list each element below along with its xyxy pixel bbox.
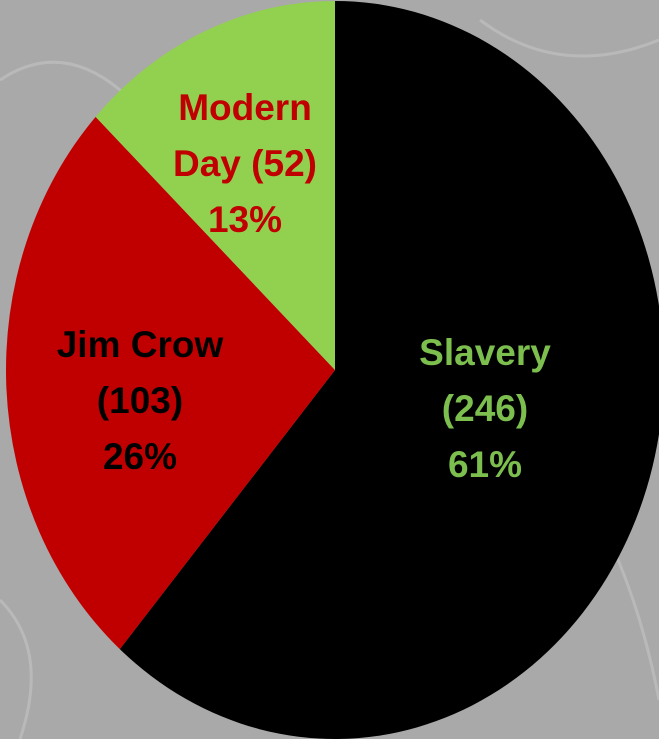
texture (0, 598, 33, 739)
texture (479, 18, 659, 58)
pie-slice (95, 1, 335, 370)
label-line: Modern Day (52) (155, 80, 335, 192)
percent-label: 13% (207, 199, 283, 240)
slice-label: Modern Day (52) 13% (155, 80, 335, 248)
slice-label: Jim Crow (103) 26% (35, 317, 245, 485)
label-line: Slavery (246) (400, 325, 570, 437)
category-label: Modern Day (173, 87, 312, 184)
value-label: (103) (96, 380, 184, 421)
slice-label: Slavery (246) 61% (400, 325, 570, 493)
percent-label: 26% (102, 436, 178, 477)
category-label: Jim Crow (56, 324, 224, 365)
label-line: Jim Crow (103) (35, 317, 245, 429)
percent-label: 61% (447, 444, 523, 485)
category-label: Slavery (419, 332, 551, 373)
value-label: (246) (441, 388, 529, 429)
pie-slice (6, 116, 335, 650)
pie-slice (119, 1, 659, 739)
value-label: (52) (251, 143, 317, 184)
